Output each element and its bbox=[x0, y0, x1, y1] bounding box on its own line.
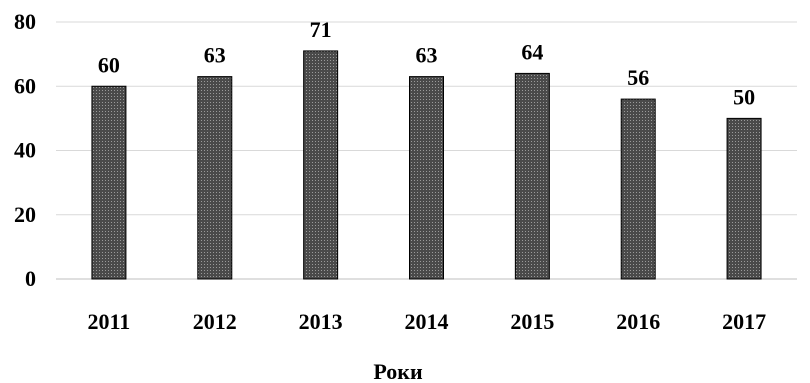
data-labels: 60 63 71 63 64 56 50 bbox=[98, 17, 755, 109]
y-tick-label: 40 bbox=[14, 138, 36, 163]
bar-2016 bbox=[620, 98, 656, 280]
y-tick-label: 60 bbox=[14, 73, 36, 98]
data-label: 63 bbox=[416, 43, 438, 68]
x-axis-ticks: 2011 2012 2013 2014 2015 2016 2017 bbox=[88, 309, 767, 334]
y-tick-label: 20 bbox=[14, 202, 36, 227]
data-label: 60 bbox=[98, 52, 120, 77]
bar-2014 bbox=[409, 76, 444, 280]
data-label: 56 bbox=[627, 65, 649, 90]
bar-2013 bbox=[303, 50, 339, 280]
data-label: 50 bbox=[733, 84, 755, 109]
x-tick-label: 2013 bbox=[299, 309, 343, 334]
x-tick-label: 2012 bbox=[193, 309, 237, 334]
bars bbox=[91, 50, 762, 280]
x-tick-label: 2011 bbox=[88, 309, 131, 334]
x-tick-label: 2014 bbox=[405, 309, 449, 334]
y-tick-label: 0 bbox=[25, 266, 36, 291]
data-label: 64 bbox=[521, 39, 543, 64]
x-tick-label: 2015 bbox=[510, 309, 554, 334]
y-tick-label: 80 bbox=[14, 9, 36, 34]
bar-2012 bbox=[197, 76, 233, 280]
bar-2011 bbox=[91, 85, 127, 280]
data-label: 71 bbox=[310, 17, 332, 42]
x-tick-label: 2017 bbox=[722, 309, 766, 334]
x-axis-label: Роки bbox=[373, 359, 423, 383]
data-label: 63 bbox=[204, 43, 226, 68]
bar-2017 bbox=[726, 117, 762, 280]
x-tick-label: 2016 bbox=[616, 309, 660, 334]
y-axis-ticks: 0 20 40 60 80 bbox=[14, 9, 36, 291]
bar-2015 bbox=[514, 72, 550, 280]
